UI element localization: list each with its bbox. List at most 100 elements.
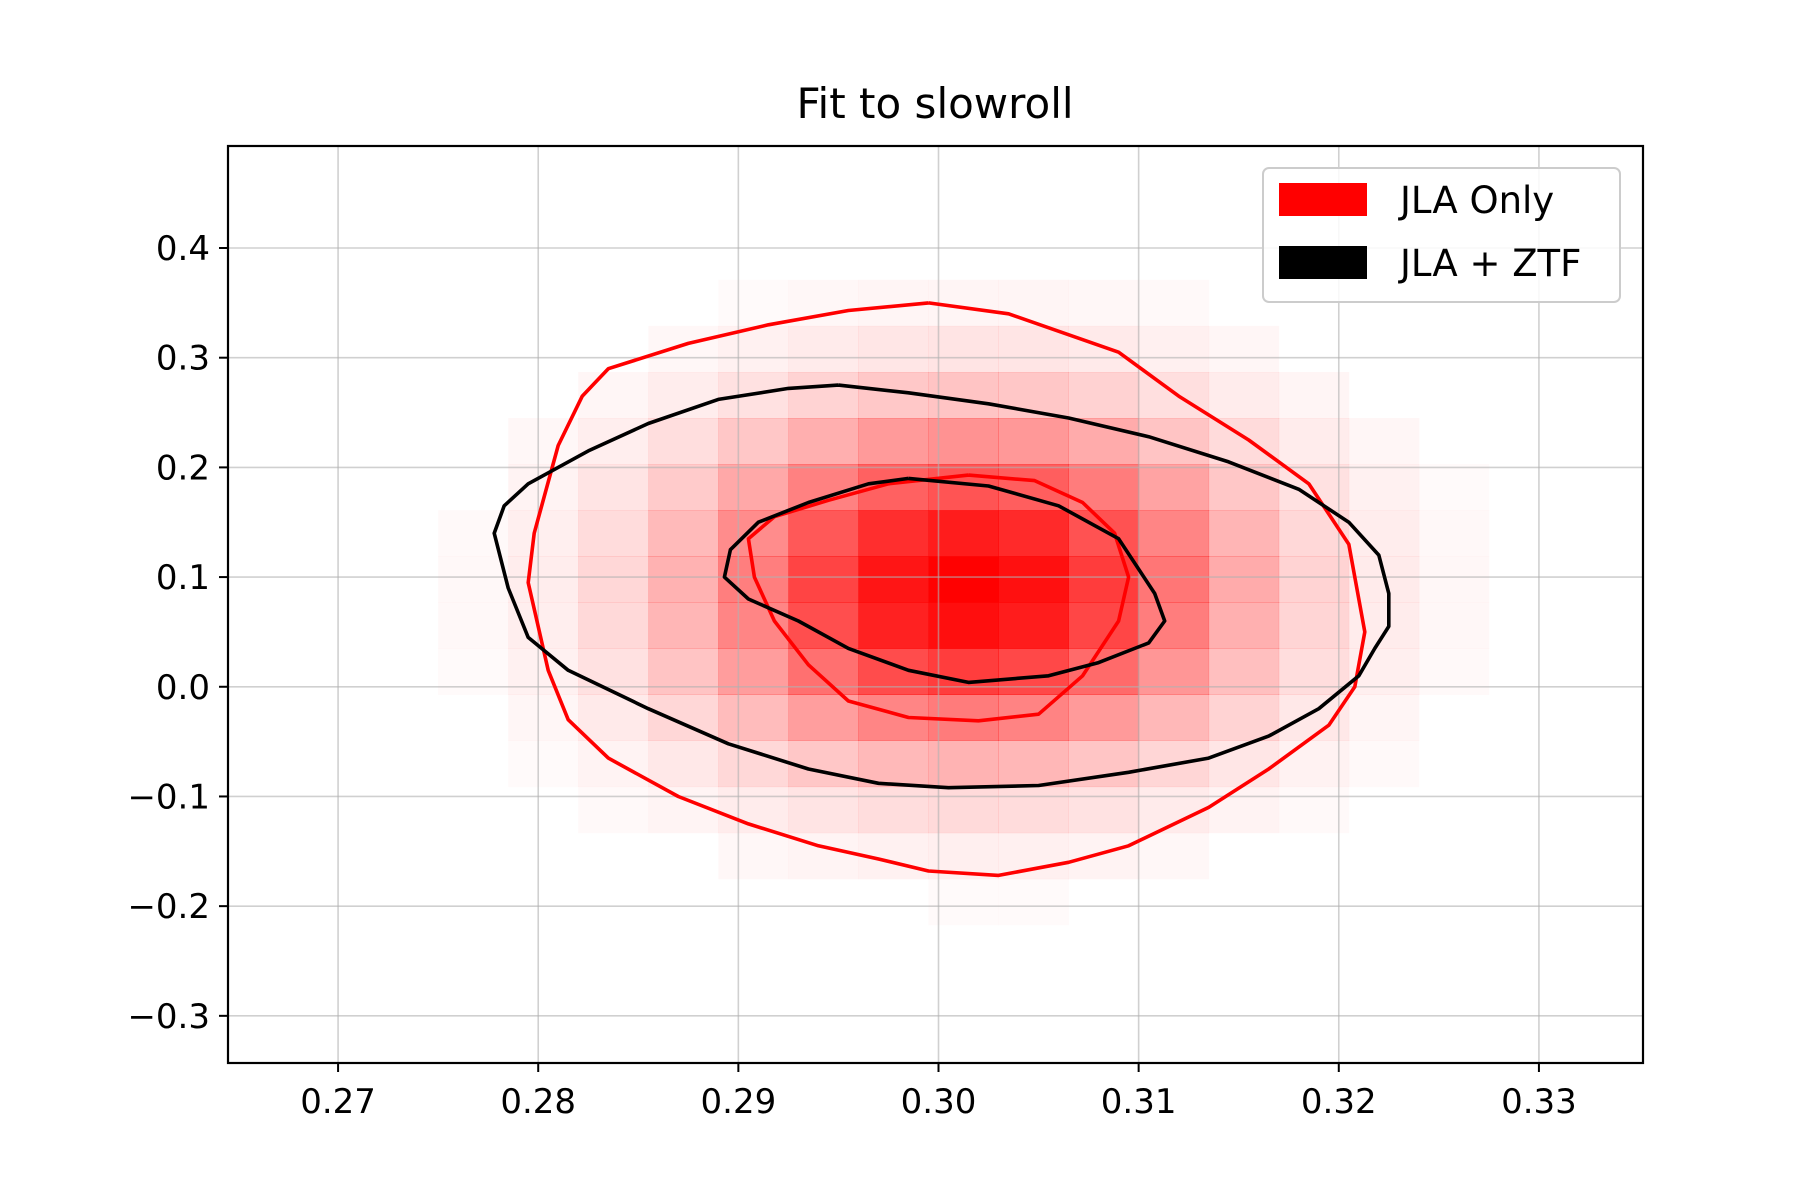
histogram-cell	[648, 786, 719, 834]
contour-jla-ztf-outer	[492, 383, 1391, 790]
histogram-cell	[1068, 648, 1140, 695]
histogram-cell	[1208, 786, 1280, 834]
y-tick-label: 0.3	[156, 339, 210, 379]
histogram-cell	[928, 325, 999, 373]
histogram-cell	[1349, 741, 1420, 788]
histogram-cell	[858, 602, 929, 649]
x-tick-label: 0.28	[500, 1082, 576, 1122]
histogram-cell	[1138, 648, 1210, 695]
histogram-cell	[998, 418, 1069, 465]
histogram-cell	[928, 418, 999, 465]
histogram-cell	[578, 464, 649, 511]
histogram-cell	[1208, 418, 1280, 465]
histogram-cell	[718, 464, 789, 511]
histogram-cell	[858, 740, 929, 788]
histogram-cell	[1208, 648, 1280, 695]
y-tick-label: 0.1	[156, 558, 210, 598]
histogram-cell	[648, 556, 719, 603]
histogram-cell	[1068, 464, 1140, 511]
histogram-cell	[1419, 648, 1490, 695]
histogram-cell	[1138, 510, 1210, 557]
histogram-cell	[1138, 464, 1210, 511]
histogram-cell	[578, 510, 649, 557]
histogram-cell	[1068, 372, 1140, 419]
histogram-cell	[578, 372, 649, 419]
histogram-cell	[928, 372, 999, 419]
histogram-cell	[998, 464, 1069, 511]
y-tick-label: 0.4	[156, 229, 210, 269]
legend-swatch-jla-ztf	[1279, 246, 1367, 279]
histogram-cell	[508, 510, 579, 557]
histogram-cell	[1068, 832, 1140, 880]
histogram-cell	[438, 602, 509, 649]
histogram-cell	[508, 741, 579, 788]
histogram-cell	[438, 648, 509, 695]
plot-frame	[226, 144, 1645, 1065]
histogram-cell	[1138, 372, 1210, 419]
histogram-cell	[1208, 464, 1280, 511]
histogram-cell	[928, 602, 999, 649]
x-tick-label: 0.27	[300, 1082, 376, 1122]
histogram-cell	[998, 325, 1069, 373]
histogram-cell	[928, 556, 999, 603]
histogram-cell	[648, 602, 719, 649]
contours	[492, 301, 1391, 878]
y-tick-label: −0.3	[127, 997, 210, 1037]
histogram-cell	[718, 694, 789, 741]
histogram-cell	[1419, 464, 1490, 511]
histogram-cell	[999, 280, 1070, 327]
histogram-cell	[858, 325, 929, 373]
grid	[228, 146, 1643, 1063]
y-tick-label: −0.2	[127, 887, 210, 927]
histogram-cell	[1278, 602, 1350, 649]
histogram-cell	[648, 464, 719, 511]
histogram-cell	[1138, 786, 1210, 834]
histogram-cell	[928, 740, 999, 788]
histogram-cell	[578, 556, 649, 603]
histogram-cell	[578, 740, 649, 788]
histogram-cell	[858, 556, 929, 603]
histogram-cell	[1208, 740, 1280, 788]
legend-label-jla-ztf: JLA + ZTF	[1398, 242, 1581, 285]
histogram-cell	[999, 879, 1070, 926]
histogram-cell	[718, 740, 789, 788]
histogram-cell	[1348, 464, 1420, 511]
histogram-cell	[788, 510, 859, 557]
x-tick-label: 0.33	[1501, 1082, 1577, 1122]
histogram-cell	[1068, 325, 1140, 373]
histogram-cell	[998, 740, 1069, 788]
histogram-cell	[648, 418, 719, 465]
histogram-cell	[1419, 556, 1490, 603]
histogram-cell	[1138, 694, 1210, 741]
histogram-cell	[1278, 556, 1350, 603]
histogram-cell	[1278, 740, 1350, 788]
histogram-cell	[1138, 418, 1210, 465]
histogram-cell	[788, 740, 859, 788]
histogram-cell	[1278, 694, 1350, 741]
x-axis: 0.27 0.28 0.29 0.30 0.31 0.32 0.33	[300, 1063, 1577, 1122]
legend-swatch-jla-only	[1279, 183, 1367, 216]
histogram-cell	[788, 786, 859, 834]
x-tick-label: 0.29	[701, 1082, 777, 1122]
histogram-cell	[718, 418, 789, 465]
histogram-cell	[648, 510, 719, 557]
histogram-cell	[1208, 510, 1280, 557]
histogram-cell	[1208, 372, 1280, 419]
x-tick-label: 0.31	[1101, 1082, 1177, 1122]
histogram-cell	[1139, 280, 1210, 327]
histogram-cell	[1419, 602, 1490, 649]
histogram-cell	[1068, 786, 1140, 834]
histogram-cell	[648, 326, 719, 373]
histogram-cell	[788, 325, 859, 373]
histogram-cell	[928, 786, 999, 834]
histogram-cell	[998, 510, 1069, 557]
histogram-cell	[1138, 556, 1210, 603]
histogram-cell	[1138, 325, 1210, 373]
histogram-cell	[1208, 556, 1280, 603]
chart-title: Fit to slowroll	[796, 79, 1073, 128]
histogram-cell	[1208, 694, 1280, 741]
histogram-cell	[928, 510, 999, 557]
histogram-cell	[1278, 372, 1350, 419]
histogram-cell	[788, 418, 859, 465]
histogram-cell	[788, 556, 859, 603]
